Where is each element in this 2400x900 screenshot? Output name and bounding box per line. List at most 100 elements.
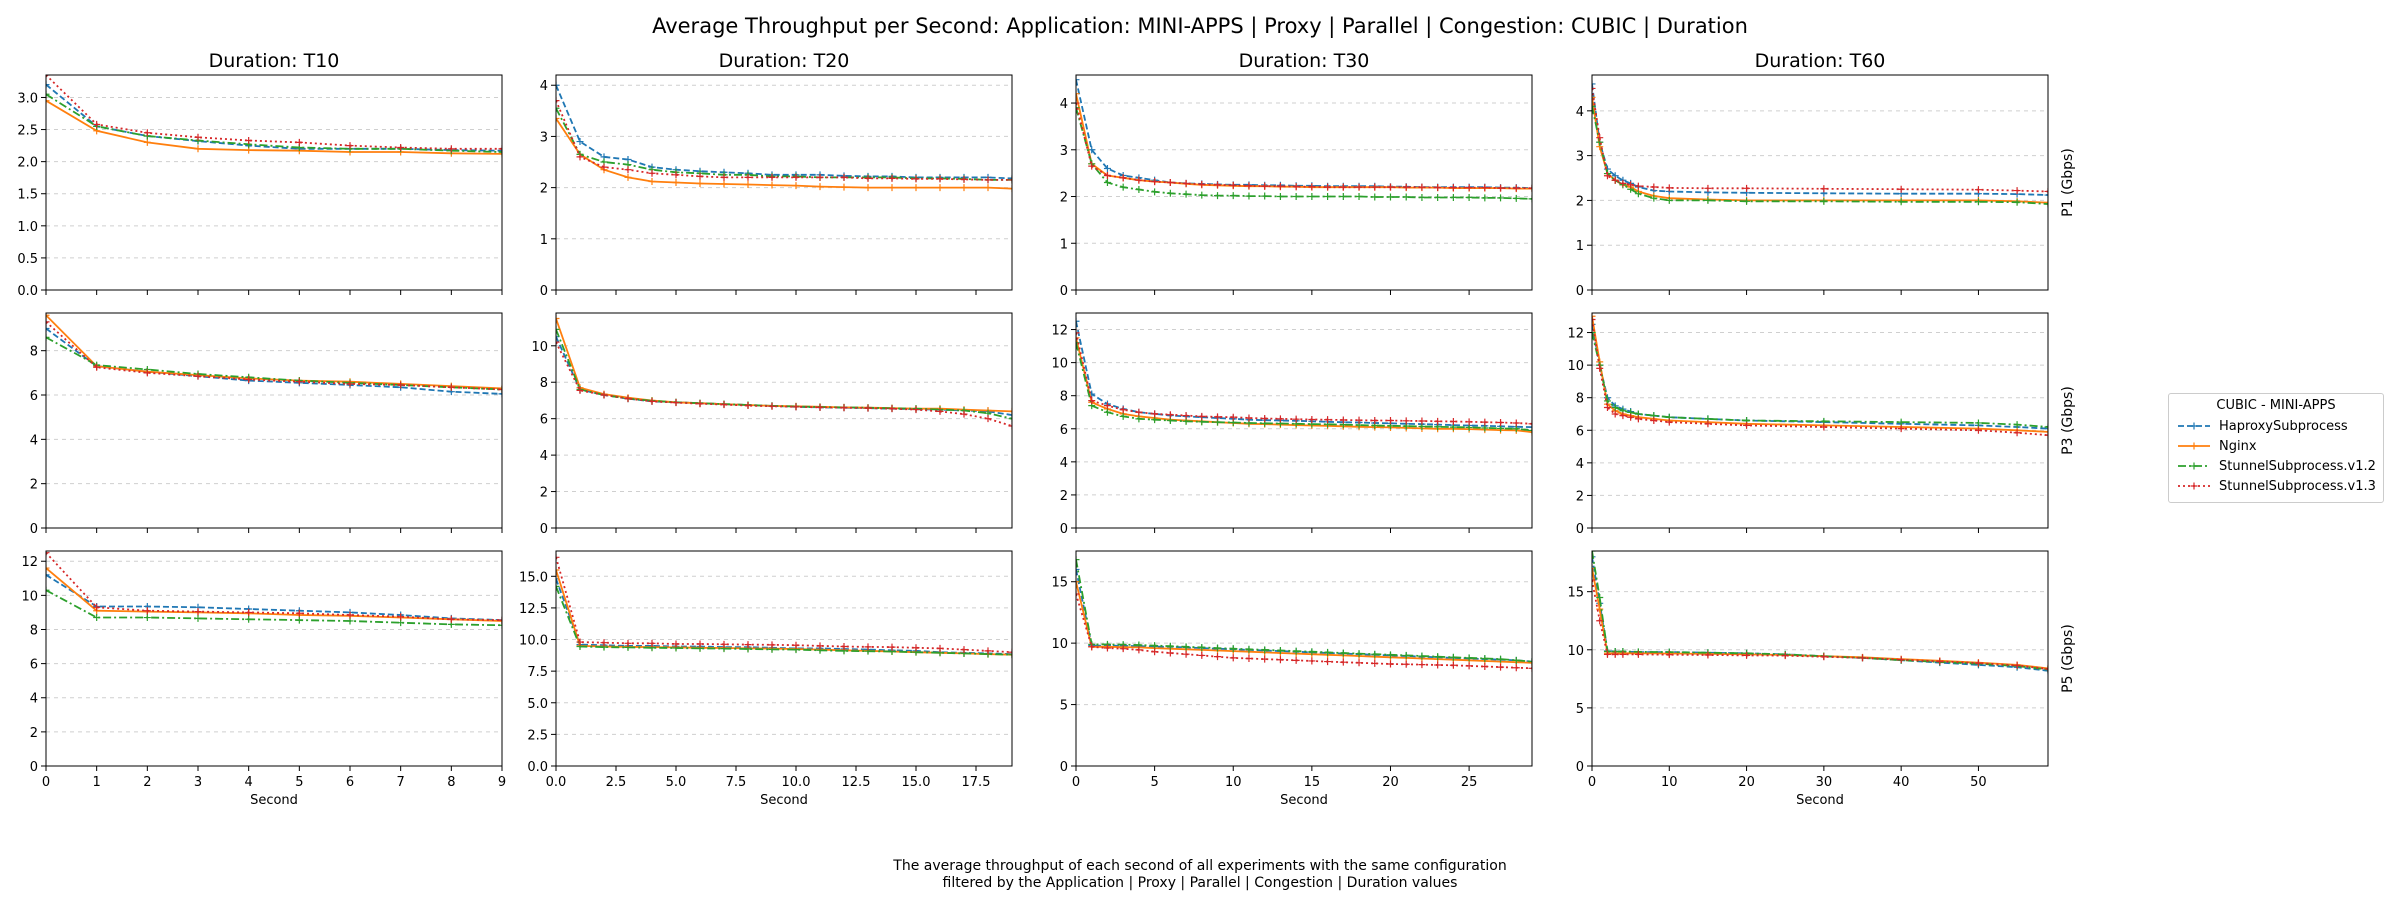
data-point-stunnelsubprocess-v1-3 (1229, 413, 1237, 421)
data-point-stunnelsubprocess-v1-3 (1781, 652, 1789, 660)
data-point-stunnelsubprocess-v1-3 (1245, 182, 1253, 190)
x-tick-label: 8 (447, 775, 455, 790)
data-point-stunnelsubprocess-v1-3 (1214, 413, 1222, 421)
y-tick-label: 10 (1567, 359, 1584, 374)
data-point-stunnelsubprocess-v1-3 (1088, 643, 1096, 651)
data-point-stunnelsubprocess-v1-2 (1198, 191, 1206, 199)
series-line-nginx (1592, 97, 2048, 204)
data-point-stunnelsubprocess-v1-2 (46, 586, 50, 594)
y-tick-label: 0 (30, 760, 38, 775)
data-point-stunnelsubprocess-v1-3 (600, 391, 608, 399)
series-line-haproxysubprocess (556, 578, 1012, 655)
data-point-stunnelsubprocess-v1-2 (1897, 198, 1905, 206)
data-point-stunnelsubprocess-v1-2 (1974, 198, 1982, 206)
y-tick-label: 1 (1060, 237, 1068, 252)
data-point-stunnelsubprocess-v1-3 (1650, 183, 1658, 191)
data-point-stunnelsubprocess-v1-3 (1151, 410, 1159, 418)
axes-frame (1075, 550, 1533, 767)
y-tick-label: 0.5 (17, 252, 38, 267)
y-tick-label: 3 (1576, 150, 1584, 165)
data-point-stunnelsubprocess-v1-3 (744, 402, 752, 410)
data-point-stunnelsubprocess-v1-3 (1166, 179, 1174, 186)
data-point-stunnelsubprocess-v1-3 (1371, 659, 1379, 667)
series-line-stunnelsubprocess-v1-2 (46, 336, 502, 391)
data-point-stunnelsubprocess-v1-3 (936, 175, 944, 183)
data-point-stunnelsubprocess-v1-3 (1528, 420, 1532, 428)
series-line-haproxysubprocess (1076, 321, 1532, 428)
legend-swatch (2178, 462, 2210, 470)
y-tick-label: 2 (540, 182, 548, 197)
data-point-stunnelsubprocess-v1-3 (720, 640, 728, 648)
data-point-stunnelsubprocess-v1-2 (1497, 655, 1505, 663)
y-tick-label: 0.0 (17, 284, 38, 299)
data-point-nginx (194, 145, 202, 153)
series-line-stunnelsubprocess-v1-3 (1076, 332, 1532, 425)
series-line-stunnelsubprocess-v1-3 (46, 75, 502, 150)
legend-label: Nginx (2219, 438, 2257, 454)
panel-r0-c3: 0 1 2 3 4 Duration: T60 P1 (Gbps) (1576, 50, 2076, 299)
data-point-nginx (498, 384, 502, 392)
y-tick-label: 2.5 (17, 124, 38, 139)
y-tick-label: 2 (1576, 194, 1584, 209)
data-point-stunnelsubprocess-v1-3 (1665, 418, 1673, 426)
data-point-stunnelsubprocess-v1-3 (397, 381, 405, 389)
data-point-stunnelsubprocess-v1-3 (1135, 646, 1143, 654)
series-line-haproxysubprocess (1592, 324, 2048, 430)
series-group (46, 313, 502, 398)
series-line-stunnelsubprocess-v1-2 (1076, 342, 1532, 432)
data-point-nginx (936, 184, 944, 192)
x-tick-label: 17.5 (962, 775, 991, 790)
data-point-stunnelsubprocess-v1-3 (816, 403, 824, 411)
row-label: P3 (Gbps) (2060, 386, 2076, 455)
y-tick-label: 2 (540, 486, 548, 501)
data-point-stunnelsubprocess-v1-3 (984, 176, 992, 184)
y-tick-label: 2.5 (527, 728, 548, 743)
data-point-stunnelsubprocess-v1-3 (672, 171, 680, 179)
data-point-stunnelsubprocess-v1-3 (295, 609, 303, 617)
y-tick-label: 4 (1576, 105, 1584, 120)
data-point-stunnelsubprocess-v1-3 (1512, 419, 1520, 427)
data-point-stunnelsubprocess-v1-2 (1481, 194, 1489, 202)
data-point-stunnelsubprocess-v1-2 (295, 616, 303, 624)
x-tick-label: 2 (143, 775, 151, 790)
data-point-stunnelsubprocess-v1-3 (1481, 418, 1489, 426)
data-point-stunnelsubprocess-v1-3 (1292, 183, 1300, 191)
data-point-stunnelsubprocess-v1-3 (1418, 183, 1426, 191)
data-point-stunnelsubprocess-v1-3 (1704, 420, 1712, 428)
figure-title: Average Throughput per Second: Applicati… (652, 14, 1748, 38)
data-point-stunnelsubprocess-v1-3 (1198, 412, 1206, 420)
y-tick-label: 3.0 (17, 91, 38, 106)
data-point-haproxysubprocess (1076, 565, 1080, 573)
data-point-stunnelsubprocess-v1-3 (1820, 653, 1828, 661)
y-tick-label: 10 (531, 340, 548, 355)
y-tick-label: 1.5 (17, 188, 38, 203)
data-point-nginx (1008, 185, 1012, 193)
data-point-stunnelsubprocess-v1-3 (1103, 644, 1111, 652)
data-point-stunnelsubprocess-v1-3 (1603, 650, 1611, 658)
series-line-stunnelsubprocess-v1-3 (1076, 102, 1532, 190)
data-point-stunnelsubprocess-v1-2 (1245, 192, 1253, 200)
data-point-stunnelsubprocess-v1-2 (1292, 193, 1300, 201)
data-point-stunnelsubprocess-v1-2 (1386, 193, 1394, 201)
data-point-stunnelsubprocess-v1-2 (1434, 653, 1442, 661)
data-point-stunnelsubprocess-v1-3 (720, 173, 728, 181)
data-point-stunnelsubprocess-v1-2 (2044, 200, 2048, 208)
data-point-stunnelsubprocess-v1-3 (2044, 187, 2048, 195)
data-point-stunnelsubprocess-v1-3 (984, 647, 992, 655)
data-point-stunnelsubprocess-v1-3 (1449, 661, 1457, 669)
data-point-stunnelsubprocess-v1-3 (912, 175, 920, 183)
y-tick-label: 10 (1051, 357, 1068, 372)
data-point-stunnelsubprocess-v1-2 (556, 104, 560, 112)
y-tick-label: 0 (540, 522, 548, 537)
data-point-stunnelsubprocess-v1-2 (93, 614, 101, 622)
data-point-stunnelsubprocess-v1-3 (1434, 417, 1442, 425)
data-point-nginx (888, 184, 896, 192)
data-point-stunnelsubprocess-v1-3 (1076, 99, 1080, 107)
data-point-stunnelsubprocess-v1-3 (397, 613, 405, 621)
axes-frame (1591, 312, 2049, 529)
x-tick-label: 0 (42, 775, 50, 790)
axes-frame (1075, 74, 1533, 291)
data-point-stunnelsubprocess-v1-2 (1339, 193, 1347, 201)
x-tick-label: 10 (1661, 775, 1678, 790)
data-point-stunnelsubprocess-v1-3 (696, 172, 704, 180)
